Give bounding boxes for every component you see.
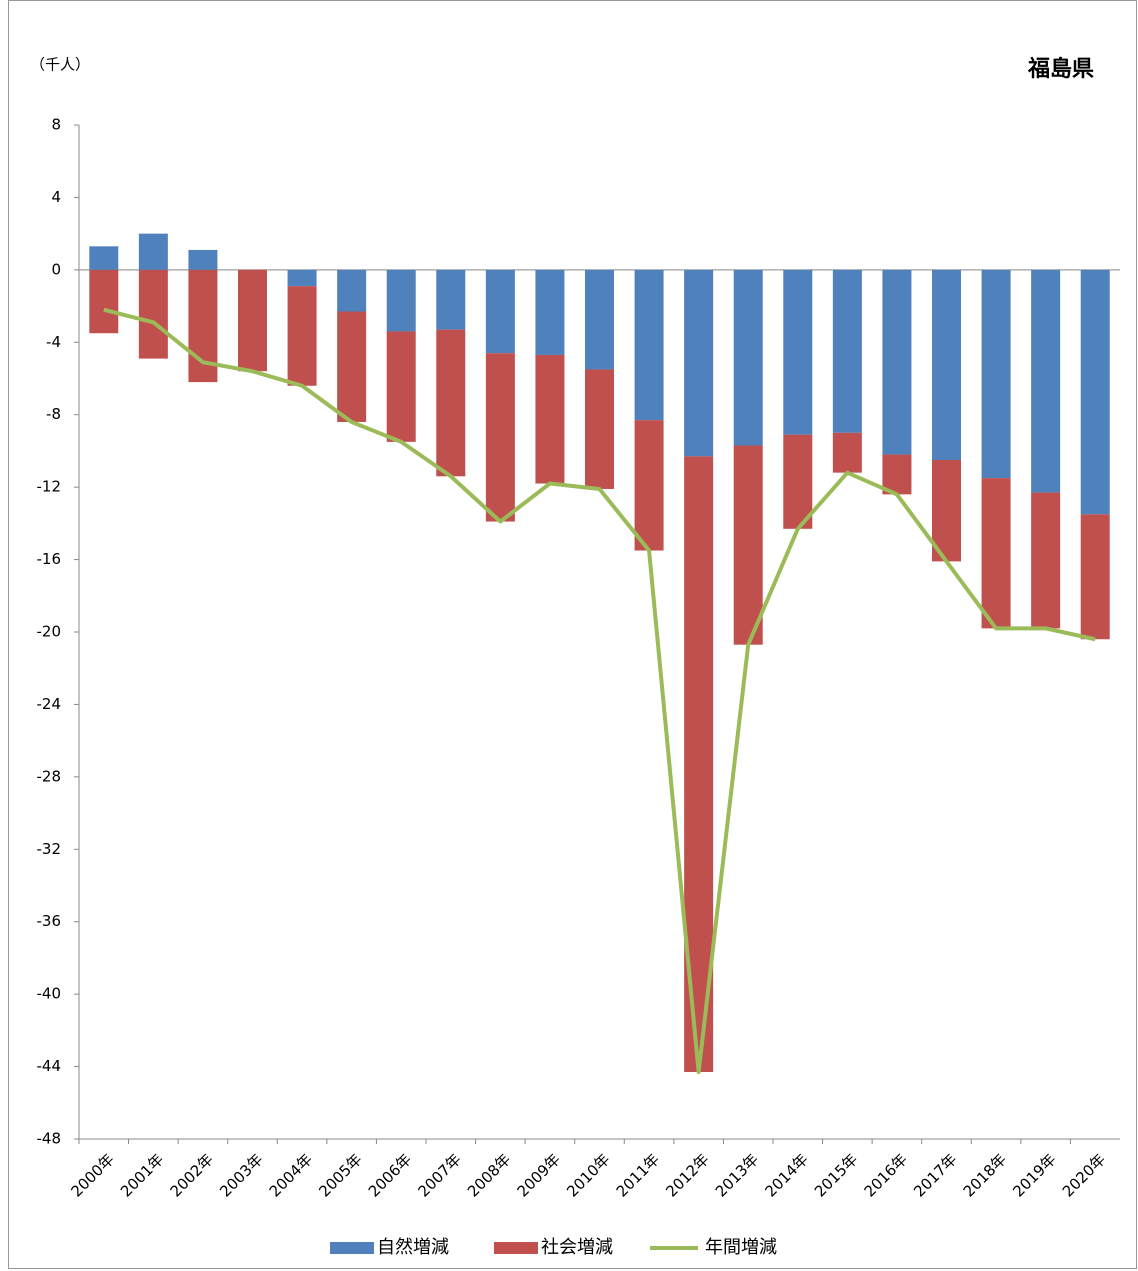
bar (783, 434, 813, 529)
bar (436, 269, 466, 330)
chart-frame (8, 0, 1137, 1269)
bar (981, 269, 1011, 479)
bar (832, 432, 862, 473)
y-tick-label: -24 (37, 695, 62, 713)
bar (188, 249, 218, 270)
bar (535, 269, 565, 355)
bar (337, 311, 367, 422)
bar (882, 454, 912, 495)
y-tick-label: -40 (37, 985, 62, 1003)
bar (535, 354, 565, 484)
bar (485, 269, 515, 354)
bar (1031, 492, 1061, 629)
bar (138, 269, 168, 359)
y-tick-label: -20 (37, 623, 62, 641)
bar (981, 478, 1011, 629)
y-tick-label: -4 (46, 333, 61, 351)
y-tick-label: -8 (46, 405, 61, 423)
bar (634, 420, 664, 551)
bar (634, 269, 664, 421)
bar (89, 269, 119, 334)
bar (585, 369, 614, 489)
bar (386, 269, 416, 332)
chart-title: 福島県 (1027, 56, 1094, 82)
unit-label: （千人） (30, 56, 90, 74)
bar (485, 353, 515, 522)
bar (783, 269, 813, 435)
bar (684, 269, 714, 457)
bar (882, 269, 912, 455)
bar (932, 269, 961, 460)
y-tick-label: 4 (51, 188, 61, 206)
bar (1080, 269, 1110, 515)
bar (337, 269, 367, 312)
legend-label: 年間増減 (705, 1237, 777, 1258)
bar (287, 286, 317, 386)
bar (932, 459, 961, 562)
y-tick-label: -12 (37, 478, 62, 496)
legend-label: 社会増減 (541, 1237, 613, 1258)
y-tick-label: -16 (37, 550, 62, 568)
bar (832, 269, 862, 433)
line (103, 307, 1096, 1074)
y-tick-label: -28 (37, 767, 62, 785)
bar (287, 269, 317, 287)
y-tick-label: 8 (51, 116, 61, 134)
bar (138, 233, 168, 270)
legend-swatch (494, 1242, 538, 1254)
bar (386, 331, 416, 442)
legend-label: 自然増減 (377, 1237, 449, 1258)
bar (1080, 514, 1110, 640)
bar (1031, 269, 1061, 493)
y-tick-label: -44 (37, 1057, 62, 1075)
y-tick-label: -48 (37, 1130, 62, 1148)
y-tick-label: 0 (51, 260, 61, 278)
bar (436, 329, 466, 477)
bar (89, 246, 119, 270)
bar (733, 269, 763, 446)
y-tick-label: -32 (37, 840, 62, 858)
y-tick-label: -36 (37, 912, 62, 930)
legend-swatch (330, 1242, 374, 1254)
bar (733, 445, 763, 645)
bar (238, 269, 267, 372)
bar (585, 269, 614, 370)
